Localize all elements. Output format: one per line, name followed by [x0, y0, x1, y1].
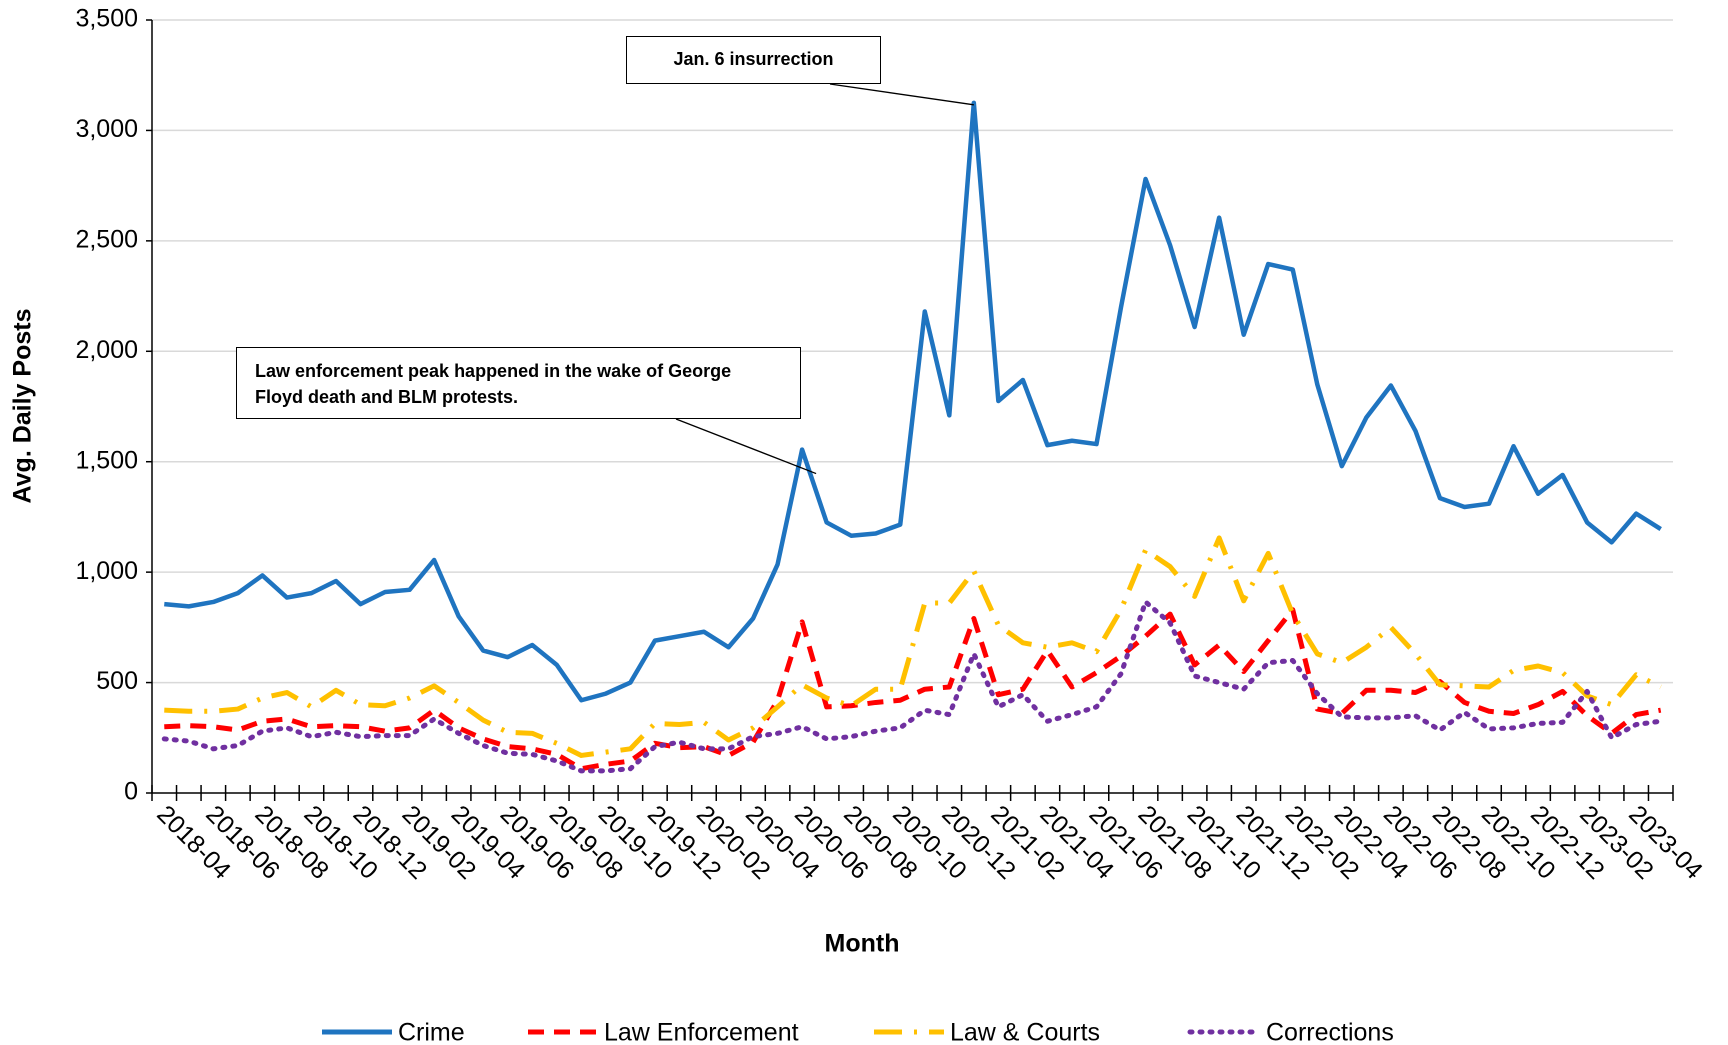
y-axis-title: Avg. Daily Posts: [9, 309, 37, 504]
legend-label: Corrections: [1266, 1019, 1394, 1045]
y-tick-label: 1,000: [75, 557, 138, 585]
y-tick-label: 1,500: [75, 446, 138, 474]
series-line: [164, 535, 1662, 758]
series-line: [161, 599, 1664, 774]
y-tick-label: 0: [124, 778, 138, 806]
annotation: Law enforcement peak happened in the wak…: [236, 347, 801, 419]
annotation-leader: [829, 83, 974, 106]
legend-label: Law & Courts: [950, 1019, 1100, 1045]
x-axis-title: Month: [825, 930, 900, 958]
y-tick-label: 3,500: [75, 5, 138, 33]
series-line: [164, 607, 1662, 772]
series-line: [164, 100, 1662, 703]
y-tick-label: 3,000: [75, 115, 138, 143]
y-tick-label: 500: [96, 667, 138, 695]
y-tick-label: 2,000: [75, 336, 138, 364]
y-tick-label: 2,500: [75, 225, 138, 253]
legend-label: Crime: [398, 1019, 465, 1045]
annotation-leader: [675, 418, 817, 475]
annotation: Jan. 6 insurrection: [626, 36, 881, 84]
legend-label: Law Enforcement: [604, 1019, 799, 1045]
